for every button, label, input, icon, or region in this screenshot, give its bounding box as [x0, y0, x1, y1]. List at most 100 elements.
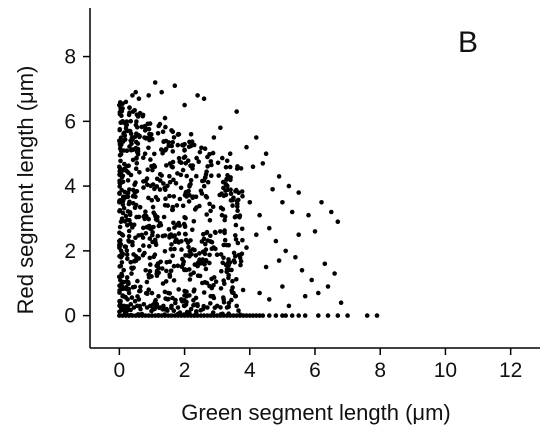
data-point: [229, 290, 235, 295]
data-point: [208, 301, 213, 306]
data-point: [193, 253, 199, 258]
data-point: [296, 190, 302, 195]
data-point: [121, 194, 126, 200]
data-point: [129, 295, 135, 300]
data-point: [150, 167, 155, 173]
y-axis-title: Red segment length (μm): [13, 66, 38, 315]
y-tick-label: 0: [64, 305, 76, 328]
data-point: [270, 187, 275, 192]
data-point: [170, 149, 176, 154]
data-point: [316, 290, 321, 296]
data-point: [283, 248, 289, 254]
data-point: [165, 203, 171, 208]
data-point: [137, 204, 143, 210]
data-point: [230, 278, 235, 284]
data-point: [117, 198, 123, 203]
data-point: [155, 233, 161, 239]
data-point: [125, 223, 130, 228]
data-point: [263, 151, 269, 156]
data-point: [125, 306, 131, 312]
data-point: [133, 194, 138, 200]
data-point: [120, 252, 125, 258]
data-point: [128, 138, 133, 143]
data-point: [188, 178, 194, 183]
data-point: [170, 140, 175, 145]
data-point: [191, 270, 196, 276]
data-point: [194, 173, 199, 179]
x-tick-label: 10: [434, 359, 457, 382]
data-point: [218, 312, 224, 317]
data-point: [205, 313, 210, 318]
data-point: [253, 135, 259, 140]
data-point: [126, 234, 132, 239]
data-point: [203, 193, 209, 199]
data-point: [120, 101, 125, 106]
data-point: [162, 249, 168, 254]
data-point: [217, 192, 222, 198]
data-point: [177, 310, 183, 315]
data-point: [296, 313, 302, 318]
data-point: [118, 248, 124, 254]
data-point: [152, 151, 157, 157]
data-point: [119, 113, 124, 119]
data-point: [145, 167, 150, 172]
data-point: [222, 281, 227, 287]
data-point: [276, 258, 282, 263]
data-point: [233, 188, 238, 194]
data-point: [220, 260, 225, 266]
data-point: [122, 244, 128, 249]
data-point: [141, 185, 146, 190]
data-point: [143, 209, 148, 214]
data-point: [190, 227, 195, 233]
data-point: [237, 255, 243, 260]
data-point: [120, 210, 126, 216]
data-point: [142, 123, 148, 129]
data-point: [222, 217, 227, 223]
data-point: [142, 151, 148, 156]
data-point: [221, 242, 226, 248]
data-point: [228, 187, 233, 192]
data-point: [332, 271, 337, 276]
data-point: [302, 293, 308, 299]
data-point: [127, 217, 132, 223]
data-point: [152, 299, 158, 304]
data-point: [158, 178, 163, 183]
data-point: [238, 258, 244, 264]
data-point: [123, 285, 129, 290]
data-point: [250, 313, 256, 318]
data-point: [226, 300, 232, 306]
data-point: [210, 204, 216, 209]
data-point: [236, 197, 241, 203]
data-point: [159, 173, 164, 178]
data-point: [165, 308, 170, 313]
data-point: [125, 178, 131, 183]
data-point: [149, 313, 155, 318]
data-point: [171, 308, 177, 314]
data-point: [121, 205, 127, 211]
data-point: [125, 280, 130, 286]
data-point: [374, 313, 380, 318]
data-point: [283, 313, 289, 318]
data-point: [128, 259, 133, 265]
data-point: [227, 151, 233, 156]
data-point: [117, 224, 123, 230]
data-point: [120, 179, 126, 185]
data-point: [175, 132, 181, 137]
data-point: [233, 293, 238, 299]
data-point: [159, 147, 164, 152]
data-point: [169, 313, 174, 318]
data-point: [187, 184, 192, 189]
data-point: [201, 231, 206, 237]
x-tick-label: 12: [499, 359, 522, 382]
data-point: [208, 159, 214, 164]
data-point: [133, 166, 139, 171]
data-point: [221, 255, 226, 261]
data-point: [214, 252, 220, 257]
data-point: [188, 132, 194, 137]
data-point: [289, 209, 295, 215]
data-point: [171, 263, 177, 269]
data-point: [150, 232, 155, 238]
data-point: [183, 215, 188, 221]
data-point: [195, 262, 201, 267]
